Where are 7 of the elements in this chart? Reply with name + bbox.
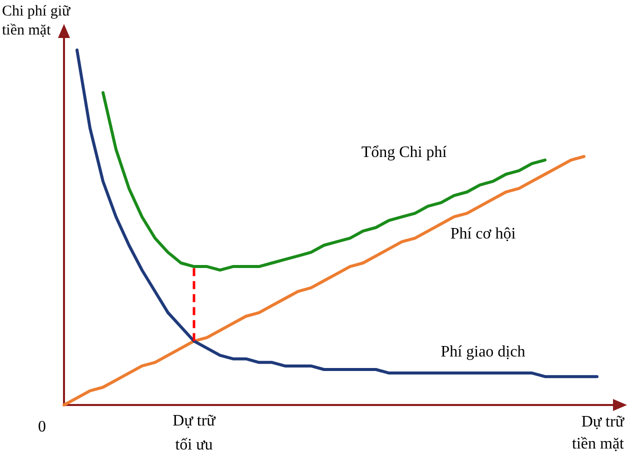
text: Dự trữ tối ưu [172,412,217,454]
text: 0 [38,418,46,436]
series-label: Phí cơ hội [450,226,516,243]
text: Tổng Chi phí [361,144,448,162]
x-axis-title: Dự trữ tiền mặt [572,414,626,452]
y-axis-title: Chi phí giữ tiền mặt [2,4,72,38]
series-label: Phí giao dịch [440,344,526,361]
